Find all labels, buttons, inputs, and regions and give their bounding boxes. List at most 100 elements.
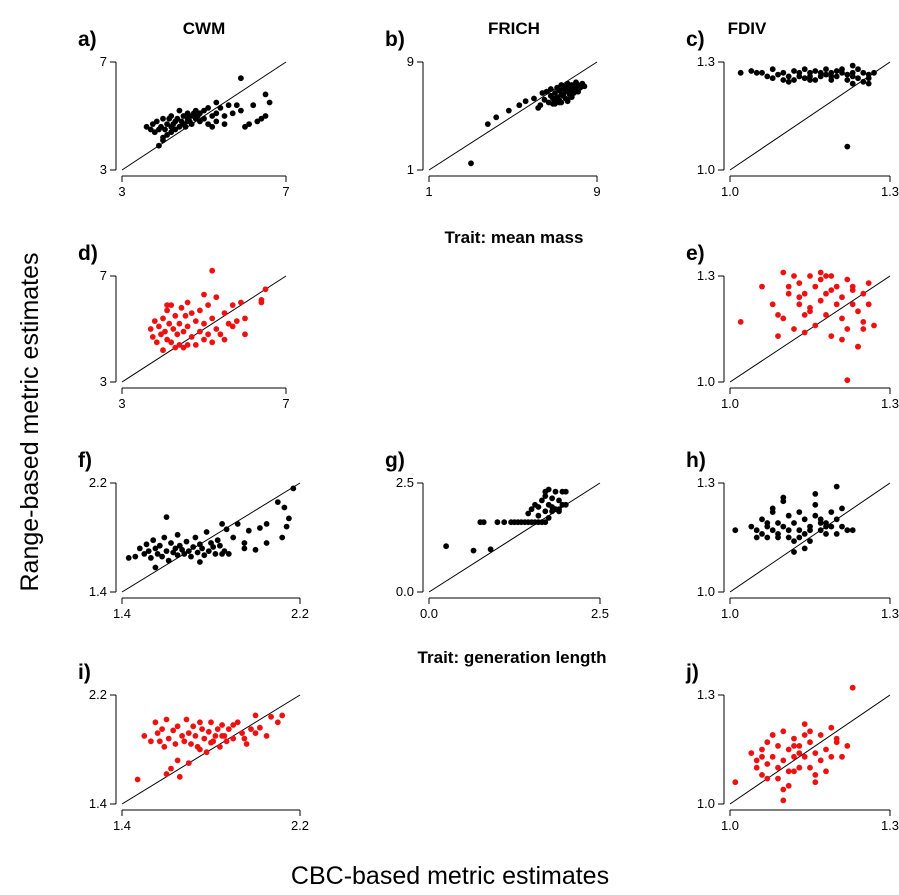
data-point [168,113,175,119]
data-point [152,545,159,552]
data-point [780,797,787,804]
data-point [791,273,797,279]
data-point [199,545,206,552]
data-point [812,491,819,497]
data-point [290,485,297,492]
data-point [212,551,219,557]
y-tick-label: 7 [100,54,107,69]
data-point [125,555,132,561]
data-point [785,78,792,85]
data-point [785,290,792,297]
data-point [860,69,867,76]
data-point [801,329,808,336]
data-point [165,557,172,564]
data-point [769,301,776,308]
data-point [151,129,158,136]
data-point [785,746,792,753]
data-point [174,115,181,122]
data-point [168,129,175,136]
data-point [823,312,829,318]
data-point [172,344,179,351]
data-point [192,733,199,739]
data-point [225,726,232,732]
data-point [145,548,152,554]
data-point [844,743,851,749]
data-point [208,719,214,726]
data-point [812,322,819,329]
data-point [219,551,226,557]
data-point [801,516,808,523]
data-point [156,142,162,149]
data-point [828,287,835,293]
data-point [796,750,803,756]
data-point [801,545,808,552]
data-point [258,299,265,306]
data-point [844,77,851,83]
data-point [812,68,819,74]
data-point [748,750,755,756]
panel-g: 0.0 0.0 2.5 2.5 g) [385,449,609,621]
data-point [844,71,851,78]
data-point [828,753,835,760]
x-tick-label: 3 [118,184,125,199]
data-point [156,542,163,549]
data-point [791,768,797,775]
data-point [205,331,212,338]
one-to-one-line [729,694,891,805]
data-point [197,307,203,314]
data-point [796,73,803,80]
data-point [839,505,845,512]
data-point [262,286,269,293]
data-point [188,334,195,340]
data-point [785,768,792,775]
data-point [791,68,797,74]
data-point [181,551,188,557]
data-point [258,115,265,122]
data-point [168,302,175,308]
data-point [812,77,819,83]
data-point [141,733,148,739]
data-point [855,308,861,315]
data-point [154,730,161,736]
data-point [279,712,286,719]
data-point [152,719,159,726]
data-point [737,319,744,325]
points-c [737,62,877,150]
data-point [197,746,203,753]
data-point [812,501,819,508]
data-point [769,527,776,534]
data-point [759,531,765,537]
data-point [785,527,792,534]
data-point [494,519,501,526]
data-point [535,512,542,519]
data-point [791,326,797,332]
data-point [865,301,872,308]
data-point [833,283,840,290]
data-point [188,741,194,747]
data-point [556,506,562,513]
trait-label-generation-length: Trait: generation length [418,648,607,667]
data-point [217,105,224,111]
data-point [150,537,157,544]
data-point [184,110,191,117]
data-point [234,719,241,726]
y-tick-label: 1.3 [697,54,715,69]
data-point [849,62,856,69]
data-point [147,126,154,133]
data-point [179,733,186,739]
data-point [245,527,252,534]
data-point [785,534,792,541]
data-point [833,531,840,537]
data-point [203,529,210,535]
trait-label-mean-mass: Trait: mean mass [445,228,584,247]
data-point [168,540,174,546]
data-point [241,545,248,552]
data-point [166,320,173,327]
data-point [197,118,203,125]
y-tick-label: 1.3 [697,268,715,283]
data-point [780,77,787,83]
data-point [197,328,203,335]
data-point [199,726,206,732]
data-point [791,743,797,749]
data-point [176,773,183,780]
